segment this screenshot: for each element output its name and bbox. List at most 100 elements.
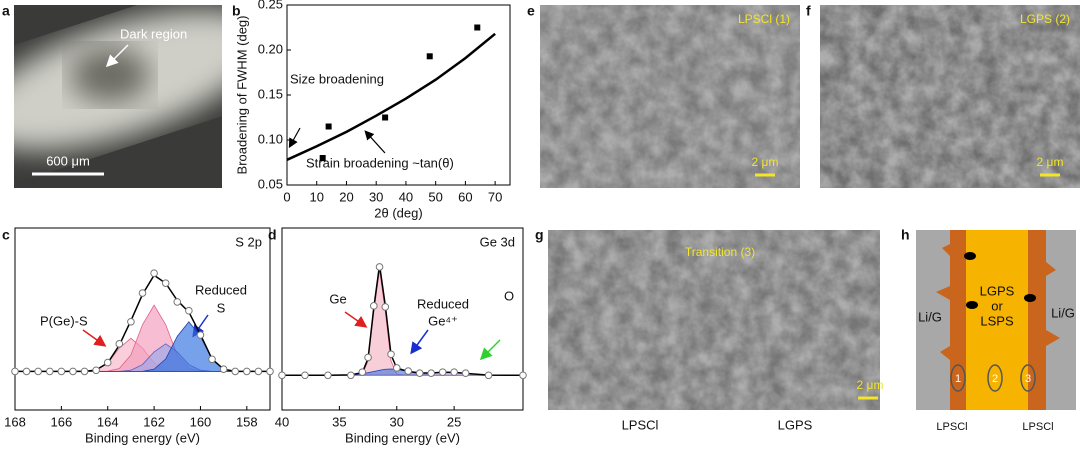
panel-label: e [527,3,535,19]
data-point [231,367,240,376]
x-tick-label: 35 [332,414,346,429]
image-label: Transition (3) [685,245,755,259]
data-point [364,353,372,362]
data-point [427,369,435,377]
label: or [991,298,1003,313]
x-tick-label: 166 [51,414,73,429]
panel-label: g [535,227,544,243]
data-point [22,367,31,376]
data-point [381,303,390,311]
data-point [69,367,77,376]
void [1024,294,1036,302]
sem-texture [820,5,1080,188]
panel-label: d [268,227,277,243]
data-point [173,298,182,306]
x-tick-label: 158 [236,414,258,429]
region [950,364,966,392]
y-tick-label: 0.10 [258,131,283,146]
void [964,252,976,260]
scale-bar-label: 2 μm [752,155,779,169]
data-point [254,367,263,376]
annotation: P(Ge)-S [40,313,88,328]
data-point [57,367,66,376]
x-tick-label: 40 [275,414,289,429]
region-label: 3 [1025,373,1031,385]
x-axis-label: 2θ (deg) [374,205,422,220]
data-point [415,369,424,377]
panel-label: a [2,3,10,19]
data-point [324,371,332,380]
label: LSPS [980,313,1014,328]
panel-label: f [806,3,811,19]
data-point [347,371,355,380]
image-label: LGPS (2) [1020,12,1070,26]
data-point [127,317,135,326]
scale-bar-label: 600 μm [46,153,90,168]
component [282,270,523,376]
y-tick-label: 0.15 [258,86,283,101]
data-point [150,269,158,278]
data-point [438,368,447,376]
x-tick-label: 30 [390,414,404,429]
label: LPSCl [936,421,967,433]
annotation: Ge⁴⁺ [428,313,458,328]
data-point [450,368,458,376]
annotation: Ge [329,291,346,306]
data-point [115,340,124,348]
x-tick-label: 162 [143,414,165,429]
scale-bar-label: 2 μm [857,378,884,392]
data-point [325,123,332,130]
data-point [484,371,493,380]
fit-line [282,264,524,377]
data-point [80,367,89,376]
x-tick-label: 10 [309,189,323,204]
data-point [358,368,367,376]
x-tick-label: 0 [283,189,290,204]
y-tick-label: 0.25 [258,0,283,11]
data-point [519,371,527,380]
data-point [92,366,100,375]
arrow [364,130,386,154]
x-tick-label: 25 [447,414,461,429]
arrow [105,44,129,68]
void [966,301,978,309]
data-point [370,302,378,310]
data-point [461,369,470,377]
region-label: 2 [992,373,998,385]
data-point [34,367,42,376]
label: Li/G [1051,305,1075,320]
x-tick-label: 50 [428,189,442,204]
x-tick-label: 160 [190,414,212,429]
interphase [1028,230,1060,410]
panel-label: h [901,227,910,243]
plot-frame [281,227,524,411]
data-point [243,367,251,376]
sem-texture [540,5,800,188]
data-point [208,355,216,364]
annotation: Dark region [120,26,187,41]
data-point [404,367,413,375]
chart-title: S 2p [235,234,262,249]
arrow [82,329,107,347]
y-tick-label: 0.05 [258,176,283,191]
x-tick-label: 70 [488,189,502,204]
data-point [375,263,384,271]
data-point [319,155,326,161]
label: LPSCl [1022,421,1053,433]
region [987,364,1003,392]
data-point [219,365,228,373]
image-label: LPSCl (1) [738,12,790,26]
chart-title: Ge 3d [480,234,515,249]
arrow [479,339,501,361]
scale-bar-label: 2 μm [1037,155,1064,169]
annotation: Reduced [417,296,469,311]
annotation: O [504,288,514,303]
data-point [103,358,112,367]
arrow [410,329,429,355]
x-tick-label: 60 [458,189,472,204]
region [1020,364,1036,392]
data-point [278,371,286,380]
x-label: LPSCl [622,417,659,432]
arrow [288,127,301,149]
